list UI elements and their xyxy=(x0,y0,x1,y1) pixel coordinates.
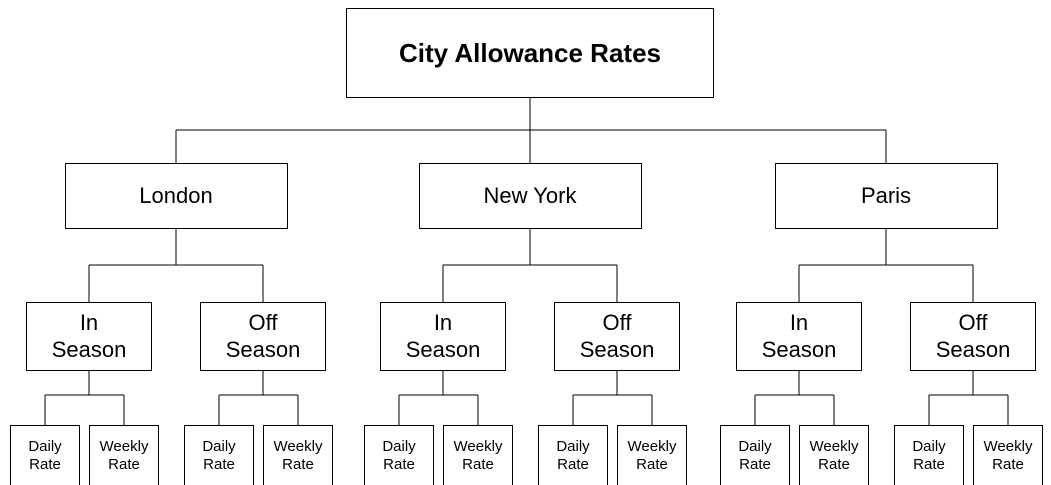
season-label: Off Season xyxy=(935,310,1011,362)
rate-label: Weekly Rate xyxy=(273,437,323,473)
rate-box: Daily Rate xyxy=(538,425,608,485)
season-box: Off Season xyxy=(554,302,680,371)
season-box: Off Season xyxy=(910,302,1036,371)
rate-box: Weekly Rate xyxy=(617,425,687,485)
city-label: Paris xyxy=(860,183,912,208)
season-label: In Season xyxy=(761,310,837,362)
rate-label: Weekly Rate xyxy=(99,437,149,473)
root-box: City Allowance Rates xyxy=(346,8,714,98)
rate-box: Daily Rate xyxy=(10,425,80,485)
rate-label: Daily Rate xyxy=(556,437,590,473)
rate-label: Weekly Rate xyxy=(627,437,677,473)
rate-box: Weekly Rate xyxy=(443,425,513,485)
rate-label: Daily Rate xyxy=(202,437,236,473)
city-box: London xyxy=(64,163,288,229)
city-label: London xyxy=(139,183,213,208)
rate-box: Weekly Rate xyxy=(973,425,1043,485)
season-label: Off Season xyxy=(579,310,655,362)
rate-box: Daily Rate xyxy=(184,425,254,485)
city-label: New York xyxy=(483,183,577,208)
season-box: In Season xyxy=(26,302,152,371)
root-title: City Allowance Rates xyxy=(398,37,661,68)
rate-box: Weekly Rate xyxy=(89,425,159,485)
rate-label: Daily Rate xyxy=(738,437,772,473)
rate-box: Weekly Rate xyxy=(263,425,333,485)
season-label: In Season xyxy=(51,310,127,362)
rate-label: Weekly Rate xyxy=(809,437,859,473)
rate-label: Daily Rate xyxy=(912,437,946,473)
rate-box: Daily Rate xyxy=(364,425,434,485)
rate-box: Weekly Rate xyxy=(799,425,869,485)
season-box: In Season xyxy=(380,302,506,371)
rate-label: Daily Rate xyxy=(382,437,416,473)
city-box: Paris xyxy=(774,163,998,229)
city-box: New York xyxy=(418,163,642,229)
rate-box: Daily Rate xyxy=(894,425,964,485)
rate-box: Daily Rate xyxy=(720,425,790,485)
season-label: In Season xyxy=(405,310,481,362)
season-box: In Season xyxy=(736,302,862,371)
season-label: Off Season xyxy=(225,310,301,362)
rate-label: Weekly Rate xyxy=(453,437,503,473)
rate-label: Daily Rate xyxy=(28,437,62,473)
season-box: Off Season xyxy=(200,302,326,371)
rate-label: Weekly Rate xyxy=(983,437,1033,473)
